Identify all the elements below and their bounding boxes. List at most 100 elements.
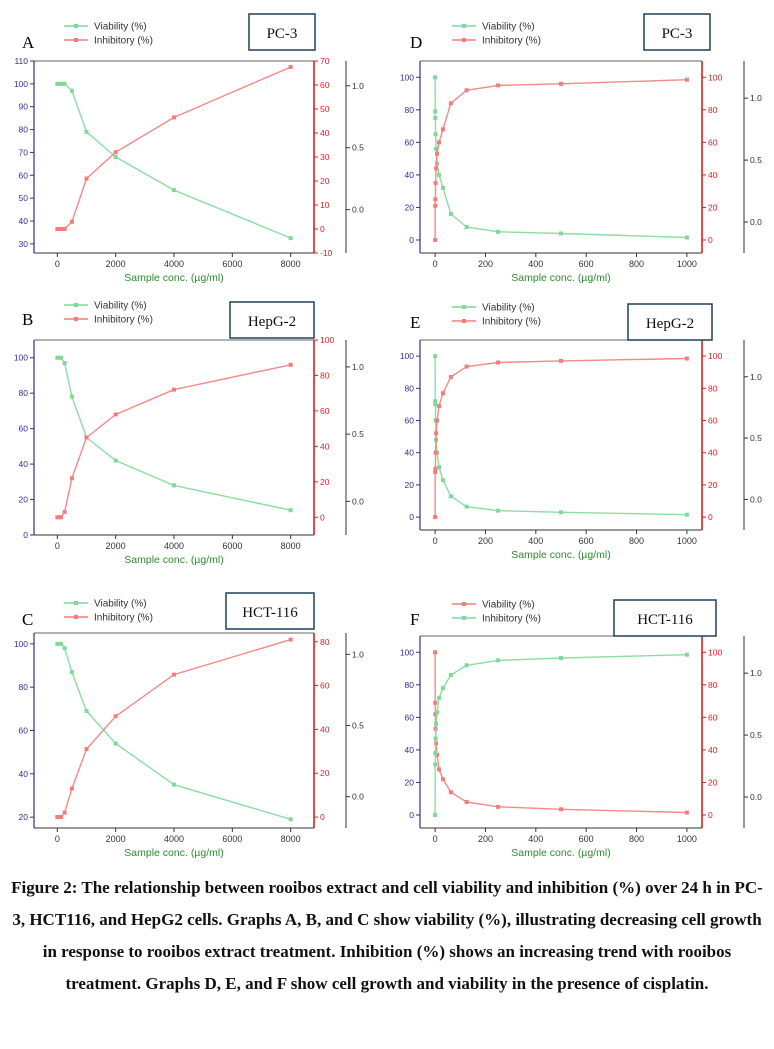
- data-point: [433, 466, 438, 471]
- data-point: [288, 362, 293, 367]
- right-y-tick-label: 60: [320, 406, 330, 416]
- data-point: [496, 804, 501, 809]
- left-y-tick-label: 40: [19, 769, 29, 779]
- right-y-tick-label: -10: [320, 248, 333, 258]
- x-tick-label: 1000: [677, 259, 697, 269]
- left-y-tick-label: 90: [19, 102, 29, 112]
- legend-label: Inhibitory (%): [482, 614, 541, 625]
- legend-swatch-marker: [74, 38, 78, 42]
- figure-caption: Figure 2: The relationship between rooib…: [11, 878, 763, 993]
- right-y-tick-label: 40: [320, 128, 330, 138]
- data-point: [559, 655, 563, 660]
- left-y-tick-label: 100: [14, 639, 28, 649]
- right-y-tick-label: 60: [708, 712, 718, 722]
- series-line-viability: [434, 356, 687, 516]
- legend-label: Inhibitory (%): [94, 613, 153, 624]
- far-right-tick-label: 1.0: [352, 649, 364, 659]
- panel-letter: F: [410, 610, 419, 629]
- data-point: [448, 101, 453, 106]
- legend-label: Viability (%): [482, 303, 535, 314]
- panel-letter: C: [22, 610, 33, 629]
- right-y-tick-label: 20: [320, 768, 330, 778]
- left-y-tick-label: 50: [19, 193, 29, 203]
- data-point: [172, 782, 176, 787]
- x-axis-label: Sample conc. (µg/ml): [124, 554, 223, 566]
- left-y-tick-label: 100: [400, 351, 414, 361]
- far-right-tick-label: 0.0: [352, 205, 364, 215]
- data-point: [62, 509, 67, 514]
- data-point: [496, 83, 501, 88]
- legend-label: Inhibitory (%): [94, 36, 153, 47]
- data-point: [464, 364, 469, 369]
- data-point: [440, 185, 445, 190]
- data-point: [69, 219, 74, 224]
- left-y-tick-label: 100: [14, 79, 28, 89]
- data-point: [433, 515, 438, 520]
- data-point: [113, 155, 118, 159]
- data-point: [288, 637, 293, 642]
- left-y-tick-label: 40: [405, 448, 415, 458]
- data-point: [437, 767, 442, 772]
- left-y-tick-label: 0: [409, 512, 414, 522]
- far-right-tick-label: 0.5: [750, 730, 762, 740]
- left-y-tick-label: 20: [19, 812, 29, 822]
- data-point: [464, 504, 469, 509]
- data-point: [440, 127, 445, 132]
- far-right-tick-label: 0.0: [750, 494, 762, 504]
- far-right-tick-label: 0.5: [750, 155, 762, 165]
- right-y-tick-label: 40: [708, 448, 718, 458]
- x-tick-label: 8000: [281, 834, 301, 844]
- x-tick-label: 4000: [164, 541, 184, 551]
- data-point: [433, 762, 438, 767]
- x-tick-label: 8000: [281, 541, 301, 551]
- legend-swatch-marker: [74, 24, 78, 28]
- legend-label: Inhibitory (%): [94, 315, 153, 326]
- panel-letter: A: [22, 33, 35, 52]
- data-point: [58, 227, 63, 231]
- data-point: [113, 458, 118, 463]
- far-right-tick-label: 1.0: [352, 362, 364, 372]
- data-point: [172, 672, 176, 677]
- left-y-tick-label: 60: [405, 712, 415, 722]
- data-point: [433, 650, 438, 655]
- right-y-tick-label: 100: [708, 72, 722, 82]
- data-point: [464, 663, 469, 668]
- legend-swatch-marker: [74, 601, 78, 605]
- x-tick-label: 400: [528, 834, 543, 844]
- data-point: [433, 700, 438, 705]
- left-y-tick-label: 100: [400, 72, 414, 82]
- data-point: [684, 652, 689, 657]
- right-y-tick-label: 0: [320, 812, 325, 822]
- data-point: [464, 224, 469, 229]
- left-y-tick-label: 30: [19, 239, 29, 249]
- data-point: [433, 354, 438, 359]
- cell-line-box: [225, 592, 315, 630]
- data-point: [172, 115, 176, 120]
- data-point: [684, 512, 689, 517]
- left-y-tick-label: 60: [19, 170, 29, 180]
- data-point: [437, 140, 442, 145]
- far-right-tick-label: 0.5: [352, 429, 364, 439]
- far-right-tick-label: 0.0: [352, 496, 364, 506]
- right-y-tick-label: 0: [320, 512, 325, 522]
- right-y-tick-label: 80: [320, 637, 330, 647]
- right-y-tick-label: 40: [320, 724, 330, 734]
- series-line-inhibitory: [434, 79, 687, 241]
- far-right-tick-label: 0.0: [352, 792, 364, 802]
- cell-line-box: [229, 301, 315, 339]
- x-tick-label: 600: [579, 536, 594, 546]
- cell-line-label: HCT-116: [242, 605, 298, 621]
- right-y-tick-label: 20: [320, 477, 330, 487]
- data-point: [58, 355, 63, 360]
- x-tick-label: 6000: [222, 259, 242, 269]
- data-point: [172, 483, 176, 488]
- data-point: [496, 229, 501, 234]
- legend-label: Inhibitory (%): [482, 36, 541, 47]
- right-y-tick-label: 40: [708, 745, 718, 755]
- data-point: [433, 75, 438, 80]
- series-line-viability: [57, 83, 291, 239]
- data-point: [559, 807, 563, 812]
- data-point: [62, 646, 67, 651]
- data-point: [559, 358, 563, 363]
- legend-label: Inhibitory (%): [482, 317, 541, 328]
